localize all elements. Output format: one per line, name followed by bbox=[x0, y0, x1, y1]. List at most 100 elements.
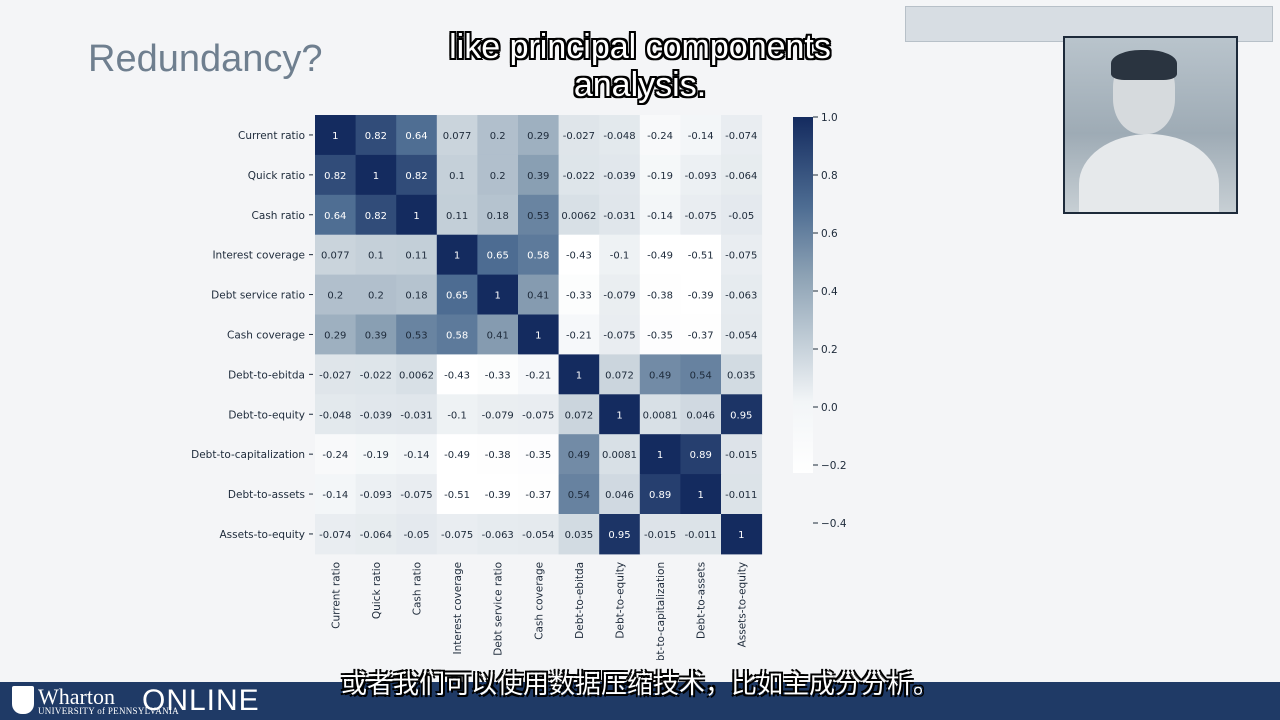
heatmap-value-3-4: 0.65 bbox=[487, 251, 509, 262]
heatmap-cell-4-4 bbox=[477, 274, 519, 315]
heatmap-cell-8-2 bbox=[396, 434, 438, 475]
heatmap-cell-2-10 bbox=[721, 194, 763, 236]
subtitle-english: like principal components analysis. bbox=[449, 28, 831, 104]
heatmap-value-5-10: -0.054 bbox=[725, 330, 757, 341]
heatmap-value-3-8: -0.49 bbox=[647, 251, 673, 262]
column-label-1: Quick ratio bbox=[371, 562, 383, 619]
heatmap-cell-9-6 bbox=[558, 474, 600, 515]
presenter-video[interactable] bbox=[1063, 36, 1238, 214]
heatmap-cell-1-8 bbox=[639, 154, 681, 196]
heatmap-value-6-6: 1 bbox=[576, 370, 582, 381]
heatmap-cell-2-4 bbox=[477, 194, 519, 236]
heatmap-cell-6-7 bbox=[599, 354, 641, 395]
heatmap-value-8-2: -0.14 bbox=[404, 450, 430, 461]
heatmap-value-5-9: -0.37 bbox=[688, 330, 714, 341]
heatmap-cell-5-0 bbox=[315, 314, 357, 355]
heatmap-cell-1-10 bbox=[721, 154, 763, 196]
heatmap-value-0-9: -0.14 bbox=[688, 131, 714, 142]
heatmap-value-5-0: 0.29 bbox=[324, 330, 346, 341]
column-label-9: Debt-to-assets bbox=[696, 562, 708, 639]
heatmap-cell-8-4 bbox=[477, 434, 519, 475]
brand-word: Wharton bbox=[38, 684, 115, 709]
heatmap-value-3-0: 0.077 bbox=[321, 251, 350, 262]
presenter-hair bbox=[1111, 50, 1177, 80]
heatmap-cell-labels: 1 0.82 0.64 0.077 0.2 0.29 -0.027 -0.048 -0.24 -0… bbox=[319, 131, 757, 541]
heatmap-value-7-9: 0.046 bbox=[686, 410, 715, 421]
heatmap-cell-2-6 bbox=[558, 194, 600, 236]
heatmap-value-9-6: 0.54 bbox=[568, 490, 590, 501]
heatmap-cell-5-6 bbox=[558, 314, 600, 355]
heatmap-cell-9-2 bbox=[396, 474, 438, 515]
heatmap-value-8-4: -0.38 bbox=[485, 450, 511, 461]
heatmap-value-10-10: 1 bbox=[738, 530, 744, 541]
heatmap-value-4-8: -0.38 bbox=[647, 291, 673, 302]
heatmap-value-1-3: 0.1 bbox=[449, 171, 465, 182]
heatmap-value-5-8: -0.35 bbox=[647, 330, 673, 341]
colorbar-label-0: 1.0 bbox=[821, 112, 838, 124]
heatmap-cell-1-7 bbox=[599, 154, 641, 196]
row-label-9: Debt-to-assets bbox=[228, 489, 305, 501]
heatmap-cell-3-0 bbox=[315, 234, 357, 276]
heatmap-value-3-7: -0.1 bbox=[610, 251, 630, 262]
heatmap-value-8-0: -0.24 bbox=[322, 450, 348, 461]
heatmap-cell-10-5 bbox=[518, 514, 560, 555]
heatmap-value-1-7: -0.039 bbox=[603, 171, 635, 182]
heatmap-cell-10-9 bbox=[680, 514, 722, 555]
heatmap-cell-6-0 bbox=[315, 354, 357, 395]
heatmap-cell-0-0 bbox=[315, 115, 357, 156]
heatmap-value-3-3: 1 bbox=[454, 251, 460, 262]
heatmap-cell-10-6 bbox=[558, 514, 600, 555]
heatmap-cell-9-5 bbox=[518, 474, 560, 515]
heatmap-cell-0-6 bbox=[558, 115, 600, 156]
heatmap-value-7-4: -0.079 bbox=[482, 410, 514, 421]
heatmap-cell-7-4 bbox=[477, 394, 519, 435]
brand-online: ONLINE bbox=[142, 684, 260, 717]
heatmap-value-8-3: -0.49 bbox=[444, 450, 470, 461]
heatmap-value-9-3: -0.51 bbox=[444, 490, 470, 501]
heatmap-value-9-0: -0.14 bbox=[322, 490, 348, 501]
row-label-0: Current ratio bbox=[238, 130, 305, 142]
heatmap-value-0-10: -0.074 bbox=[725, 131, 757, 142]
row-label-6: Debt-to-ebitda bbox=[228, 369, 305, 381]
heatmap-cell-1-6 bbox=[558, 154, 600, 196]
row-labels: Current ratio Quick ratio Cash ratio Intere… bbox=[191, 130, 313, 541]
heatmap-cell-9-7 bbox=[599, 474, 641, 515]
heatmap-value-6-7: 0.072 bbox=[605, 370, 634, 381]
heatmap-value-8-10: -0.015 bbox=[725, 450, 757, 461]
heatmap-cell-5-4 bbox=[477, 314, 519, 355]
heatmap-value-5-3: 0.58 bbox=[446, 330, 468, 341]
heatmap-cell-6-10 bbox=[721, 354, 763, 395]
heatmap-cell-1-3 bbox=[436, 154, 478, 196]
heatmap-cell-3-4 bbox=[477, 234, 519, 276]
heatmap-value-0-5: 0.29 bbox=[527, 131, 549, 142]
heatmap-cell-10-1 bbox=[355, 514, 397, 555]
heatmap-cell-9-1 bbox=[355, 474, 397, 515]
heatmap-cell-6-4 bbox=[477, 354, 519, 395]
heatmap-cell-5-8 bbox=[639, 314, 681, 355]
heatmap-value-10-6: 0.035 bbox=[565, 530, 594, 541]
heatmap-value-4-10: -0.063 bbox=[725, 291, 757, 302]
row-label-2: Cash ratio bbox=[252, 210, 305, 222]
heatmap-cell-3-1 bbox=[355, 234, 397, 276]
heatmap-cell-10-3 bbox=[436, 514, 478, 555]
heatmap-cell-0-4 bbox=[477, 115, 519, 156]
heatmap-cell-6-1 bbox=[355, 354, 397, 395]
heatmap-cell-4-7 bbox=[599, 274, 641, 315]
heatmap-cell-7-7 bbox=[599, 394, 641, 435]
heatmap-value-1-6: -0.022 bbox=[563, 171, 595, 182]
heatmap-value-4-6: -0.33 bbox=[566, 291, 592, 302]
heatmap-value-4-9: -0.39 bbox=[688, 291, 714, 302]
heatmap-cell-0-10 bbox=[721, 115, 763, 156]
heatmap-value-4-1: 0.2 bbox=[368, 291, 384, 302]
heatmap-value-1-8: -0.19 bbox=[647, 171, 673, 182]
heatmap-cell-10-0 bbox=[315, 514, 357, 555]
heatmap-value-6-8: 0.49 bbox=[649, 370, 671, 381]
heatmap-value-0-3: 0.077 bbox=[443, 131, 472, 142]
slide-title: Redundancy? bbox=[88, 38, 323, 80]
heatmap-value-2-8: -0.14 bbox=[647, 211, 673, 222]
heatmap-value-9-4: -0.39 bbox=[485, 490, 511, 501]
row-label-3: Interest coverage bbox=[212, 250, 305, 262]
heatmap-cell-10-7 bbox=[599, 514, 641, 555]
heatmap-cell-3-7 bbox=[599, 234, 641, 276]
heatmap-cell-3-9 bbox=[680, 234, 722, 276]
